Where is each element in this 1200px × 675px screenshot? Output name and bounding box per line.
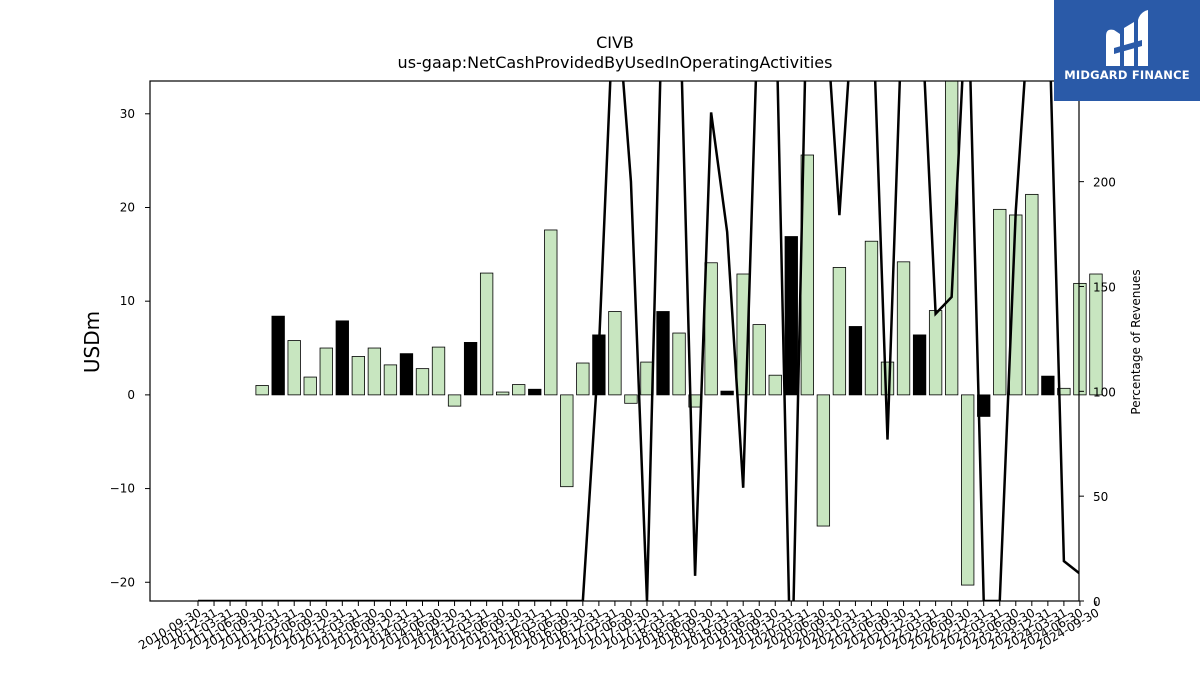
bar <box>816 394 831 527</box>
bar <box>864 240 879 396</box>
bar <box>944 80 959 396</box>
bar <box>896 261 911 396</box>
series-line <box>198 81 1079 601</box>
y-tick-label: 10 <box>120 294 135 308</box>
bar <box>367 347 382 396</box>
bar <box>656 311 670 396</box>
bar <box>576 362 590 396</box>
bar <box>287 340 301 396</box>
bar <box>928 310 943 396</box>
bar <box>544 229 558 396</box>
y2-tick-label: 0 <box>1093 595 1101 609</box>
bar <box>832 267 847 396</box>
y-tick-label: −20 <box>110 575 135 589</box>
bar <box>319 347 333 396</box>
bar <box>1041 375 1055 396</box>
bar <box>1057 387 1071 396</box>
y2-axis-label: Percentage of Revenues <box>1129 269 1143 414</box>
bar <box>512 384 526 396</box>
bar <box>399 353 414 396</box>
brand-logo: MIDGARD FINANCE <box>1054 0 1200 101</box>
bar <box>704 262 718 396</box>
line-group <box>198 81 1079 601</box>
bar <box>560 394 574 488</box>
y-tick-label: 30 <box>120 107 135 121</box>
bar <box>271 315 285 396</box>
y-tick-label: 20 <box>120 200 135 214</box>
brand-logo-text: MIDGARD FINANCE <box>1064 68 1190 82</box>
bar <box>720 390 734 396</box>
bar <box>848 326 863 396</box>
bar <box>528 388 542 396</box>
bar <box>1089 273 1103 396</box>
bar <box>415 368 430 396</box>
bar <box>447 394 462 407</box>
bar <box>1073 282 1087 396</box>
bar <box>479 272 494 396</box>
y-axis-label: USDm <box>80 311 104 373</box>
y2-tick-label: 100 <box>1093 385 1116 399</box>
y2-tick-label: 150 <box>1093 280 1116 294</box>
bar <box>672 332 686 396</box>
midgard-m-logo-icon <box>1106 10 1148 67</box>
bar <box>880 361 895 396</box>
chart-subtitle: us-gaap:NetCashProvidedByUsedInOperating… <box>398 53 833 72</box>
bar <box>351 356 366 396</box>
bar <box>961 394 975 586</box>
bar <box>768 374 782 396</box>
y2-tick-label: 50 <box>1093 490 1108 504</box>
bar <box>1025 193 1039 396</box>
bar <box>303 376 317 396</box>
bar <box>608 311 622 396</box>
y-tick-label: −10 <box>110 482 135 496</box>
bar <box>463 342 478 396</box>
bar <box>255 385 269 396</box>
bar <box>784 236 798 396</box>
bars-group <box>255 80 1103 586</box>
bar <box>912 334 927 396</box>
bar <box>624 394 638 404</box>
chart-title: CIVB <box>596 33 634 52</box>
bar <box>383 364 398 396</box>
axes-group: −20−1001020300501001502002010-09-302010-… <box>110 107 1116 653</box>
y-tick-label: 0 <box>127 388 135 402</box>
y2-tick-label: 200 <box>1093 176 1116 190</box>
bar <box>335 320 349 396</box>
bar <box>993 208 1007 396</box>
bar <box>496 391 510 396</box>
bar <box>752 324 766 396</box>
bar <box>977 394 991 417</box>
bar <box>431 346 446 396</box>
